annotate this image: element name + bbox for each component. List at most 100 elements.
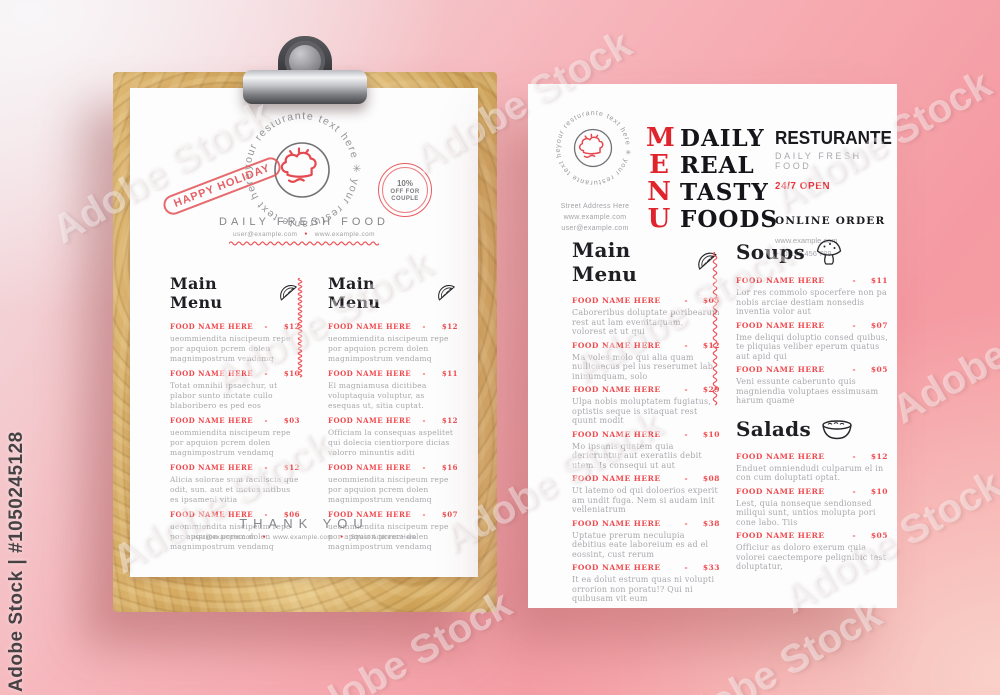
- menu-item: FOOD NAME HERE - $07 Ime deliqui dolupti…: [736, 321, 888, 362]
- food-price: $07: [441, 510, 458, 519]
- food-description: Lor res commolo spocerfere non pa nobis …: [736, 288, 887, 316]
- food-name: FOOD NAME HERE: [572, 474, 661, 483]
- food-price: $12: [870, 451, 888, 461]
- menu-item: FOOD NAME HERE - $10 Mo ipsanis quatem q…: [572, 430, 720, 471]
- open-hours: 24/7 OPEN: [775, 181, 831, 192]
- dash-separator: -: [684, 563, 688, 572]
- food-name: FOOD NAME HERE: [170, 510, 254, 519]
- section-title: Salads: [736, 416, 812, 441]
- section-main-menu: Main Menu FOOD NAME HERE - $05: [572, 238, 720, 608]
- section-title: Main Menu: [328, 274, 381, 312]
- dash-separator: -: [264, 369, 268, 378]
- food-name: FOOD NAME HERE: [328, 322, 412, 331]
- menu-item: FOOD NAME HERE - $12 ueommiendita niscip…: [170, 322, 300, 364]
- dash-separator: -: [852, 531, 856, 540]
- food-price: $11: [441, 369, 458, 378]
- food-name: FOOD NAME HERE: [170, 463, 254, 472]
- menu-item: FOOD NAME HERE - $06 ueommiendita niscip…: [170, 510, 300, 552]
- logo-address-block: Street Address Here www.example.com user…: [530, 201, 660, 234]
- food-price: $16: [441, 463, 458, 472]
- dash-separator: -: [852, 451, 856, 461]
- dash-separator: -: [264, 416, 268, 425]
- dash-separator: -: [422, 369, 426, 378]
- food-description: Caboreribus doluptate poribearum rest au…: [572, 308, 720, 336]
- food-name: FOOD NAME HERE: [736, 365, 825, 374]
- menu-item-list: FOOD NAME HERE - $11 Lor res commolo spo…: [736, 276, 888, 406]
- menu-word: REAL: [680, 152, 755, 179]
- clip-bar: [243, 70, 367, 104]
- food-description: El magniamusa dicitibea voluptaquia volu…: [328, 381, 427, 410]
- badge-line: OFF FOR: [390, 188, 420, 195]
- food-description: Officiur as doloro exerum quia volorei c…: [736, 543, 887, 571]
- badge-line: 10%: [396, 178, 413, 188]
- menu-item: FOOD NAME HERE - $12 Ma voles molo qui a…: [572, 341, 720, 382]
- food-description: Officiam la consequas aspelitet qui dole…: [328, 428, 454, 457]
- menu-item: FOOD NAME HERE - $11 El magniamusa dicit…: [328, 369, 458, 411]
- food-price: $33: [702, 563, 720, 572]
- food-price: $12: [283, 463, 300, 472]
- contact-website: www.example.com: [314, 231, 375, 238]
- food-price: $08: [702, 474, 720, 483]
- menu-letter: U: [647, 204, 671, 234]
- food-price: $07: [870, 320, 888, 330]
- dot-separator: ●: [262, 534, 266, 540]
- logo-inner-circle: [573, 128, 613, 168]
- brand-tagline: DAILY FRESH FOOD: [775, 151, 862, 171]
- food-name: FOOD NAME HERE: [572, 385, 661, 394]
- food-name: FOOD NAME HERE: [328, 510, 412, 519]
- menu-item: FOOD NAME HERE - $07 ueommiendita niscip…: [328, 510, 458, 552]
- food-price: $12: [441, 416, 458, 425]
- food-name: FOOD NAME HERE: [328, 416, 412, 425]
- food-name: FOOD NAME HERE: [572, 340, 661, 350]
- menu-letter: E: [649, 150, 669, 180]
- wavy-divider-vertical: [711, 252, 719, 558]
- food-price: $10: [283, 369, 300, 378]
- food-name: FOOD NAME HERE: [170, 322, 254, 331]
- food-name: FOOD NAME HERE: [736, 486, 825, 496]
- food-description: ueommiendita niscipeum repe por apquion …: [328, 475, 449, 504]
- dash-separator: -: [264, 510, 268, 519]
- menu-item-list: FOOD NAME HERE - $12 ueommiendita niscip…: [328, 322, 458, 552]
- food-price: $12: [441, 322, 458, 331]
- logo-inner-circle: [274, 142, 330, 198]
- brand-phone: +00 123 456 789: [775, 249, 832, 258]
- food-price: $05: [870, 365, 888, 374]
- menu-item: FOOD NAME HERE - $08 Ut latemo od qui do…: [572, 474, 720, 515]
- clipboard-board: your resturante text here ✳ your restura…: [113, 36, 497, 612]
- food-description: ueommiendita niscipeum repe por apquion …: [328, 522, 449, 551]
- food-description: Alicia solorae sum faciliscia que odit, …: [170, 475, 299, 504]
- food-description: ueommiendita niscipeum repe por apquion …: [170, 428, 291, 457]
- food-name: FOOD NAME HERE: [572, 563, 661, 572]
- menu-word: TASTY: [680, 179, 769, 206]
- menu-word: DAILY: [680, 125, 765, 152]
- menu-headline: M DAILY E REAL N TASTY U FOODS: [646, 125, 778, 234]
- food-description: It ea dolut estrum quas ni volupti orror…: [572, 575, 715, 603]
- dash-separator: -: [264, 463, 268, 472]
- brand-block: RESTURANTE DAILY FRESH FOOD 24/7 OPEN ON…: [775, 128, 893, 258]
- food-name: FOOD NAME HERE: [736, 531, 825, 540]
- menu-item: FOOD NAME HERE - $03 ueommiendita niscip…: [170, 416, 300, 458]
- dot-separator: ●: [340, 534, 344, 540]
- food-name: FOOD NAME HERE: [572, 429, 661, 439]
- lemon-slice-icon: [698, 252, 717, 270]
- dash-separator: -: [852, 486, 856, 496]
- food-price: $12: [702, 340, 720, 350]
- svg-text:your resturante text here ✳ yo: your resturante text here ✳ your restura…: [551, 106, 632, 186]
- food-price: $05: [870, 531, 888, 540]
- dot-separator: ●: [304, 231, 308, 237]
- dash-separator: -: [264, 322, 268, 331]
- address-line: user@example.com: [561, 225, 629, 232]
- food-price: $06: [283, 510, 300, 519]
- food-name: FOOD NAME HERE: [328, 463, 412, 472]
- watermark-asset-id: Adobe Stock | #1050245128: [6, 431, 27, 692]
- contact-email: user@example.com: [191, 534, 256, 541]
- dash-separator: -: [852, 365, 856, 374]
- chef-hat-icon: [578, 133, 604, 159]
- dash-separator: -: [852, 276, 856, 285]
- chef-hat-icon: [280, 147, 317, 184]
- food-name: FOOD NAME HERE: [328, 369, 412, 378]
- menu-column-left: Main Menu FOOD NAME HERE -: [170, 274, 300, 557]
- dash-separator: -: [684, 429, 688, 439]
- dash-separator: -: [422, 322, 426, 331]
